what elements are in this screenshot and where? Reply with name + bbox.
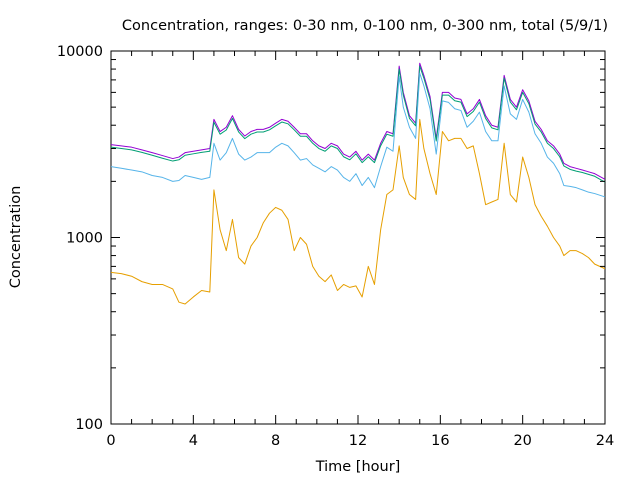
x-tick-label: 4 bbox=[189, 433, 198, 449]
x-axis-label: Time [hour] bbox=[315, 459, 401, 475]
x-tick-label: 24 bbox=[596, 433, 614, 449]
series-line-4 bbox=[110, 118, 606, 305]
x-tick-label: 0 bbox=[106, 433, 115, 449]
x-tick-label: 20 bbox=[513, 433, 531, 449]
series-line-3 bbox=[110, 72, 606, 198]
y-axis-label: Concentration bbox=[8, 186, 24, 289]
chart-title: Concentration, ranges: 0-30 nm, 0-100 nm… bbox=[122, 18, 608, 34]
x-tick-label: 16 bbox=[431, 433, 449, 449]
series-line-1 bbox=[110, 62, 606, 180]
x-tick-label: 8 bbox=[271, 433, 280, 449]
tick-layer: 0 4 8 12 16 20 24 100 1000 10000 bbox=[57, 44, 614, 449]
series-line-2 bbox=[110, 65, 606, 183]
series-layer bbox=[110, 62, 606, 305]
y-tick-label: 100 bbox=[75, 417, 103, 433]
y-tick-label: 10000 bbox=[57, 44, 103, 60]
x-tick-label: 12 bbox=[349, 433, 367, 449]
y-tick-label: 1000 bbox=[66, 231, 103, 247]
